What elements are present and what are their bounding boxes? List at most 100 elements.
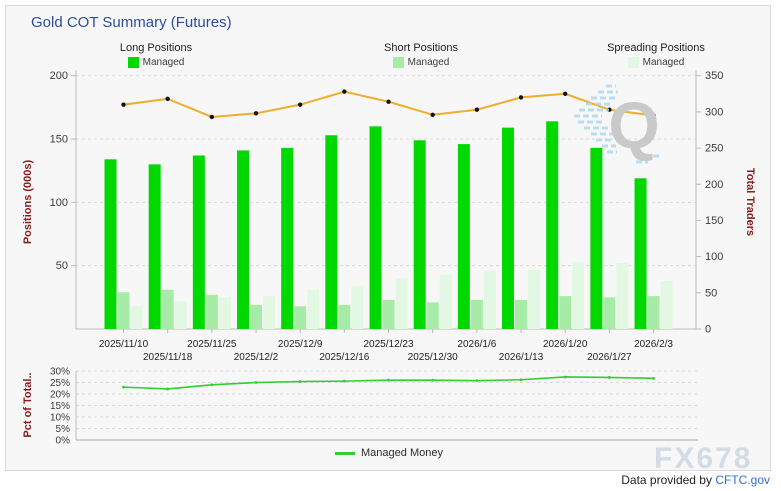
cot-summary-panel: Gold COT Summary (Futures) Long Position… (5, 5, 771, 475)
bar-managed-short (161, 289, 174, 329)
x-tick-label: 2025/12/9 (278, 339, 323, 350)
bar-managed-spreading (130, 306, 143, 329)
total-traders-marker (342, 89, 347, 94)
bar-managed-short (426, 302, 439, 329)
bar-managed-short (559, 296, 572, 329)
total-traders-marker (651, 113, 656, 118)
bar-managed-long (546, 121, 559, 329)
cot-chart-canvas: 50 100 150 200 0 50 100 150 200 250 300 350 2025/11/… (22, 70, 756, 447)
q-watermark-letter: Q (608, 88, 659, 162)
long-managed-label: Managed (142, 57, 185, 68)
total-traders-marker (121, 102, 126, 107)
total-traders-marker (165, 96, 170, 102)
legend-long-title: Long Positions (119, 42, 193, 54)
total-traders-marker (474, 107, 480, 112)
right-tick-label: 250 (705, 143, 723, 155)
bar-managed-spreading (439, 274, 452, 329)
x-tick-label: 2026/1/27 (587, 352, 632, 363)
left-tick-label: 100 (50, 197, 68, 209)
bar-managed-long (281, 147, 294, 329)
x-tick-label: 2025/12/16 (319, 352, 369, 363)
managed-money-marker (298, 380, 302, 383)
managed-money-marker (431, 378, 435, 382)
x-tick-label: 2026/1/13 (499, 352, 544, 363)
legend-short-managed: Managed (341, 57, 501, 68)
bar-managed-long (192, 155, 205, 329)
short-managed-label: Managed (407, 57, 450, 68)
bar-managed-long (502, 127, 515, 330)
data-source-note: Data provided by CFTC.gov (621, 473, 770, 487)
legend-spreading-title: Spreading Positions (607, 42, 705, 54)
managed-money-marker (122, 385, 125, 389)
x-tick-label: 2025/11/10 (99, 339, 149, 350)
legend-spreading-positions: Spreading Positions Managed (576, 42, 736, 68)
pct-tick-label: 10% (50, 413, 70, 424)
bar-managed-spreading (616, 263, 629, 329)
legend-spreading-managed: Managed (576, 57, 736, 68)
bar-managed-short (117, 292, 130, 329)
pct-tick-label: 0% (56, 436, 71, 447)
main-chart: 50 100 150 200 0 50 100 150 200 250 300 350 2025/11/… (22, 70, 756, 363)
bar-managed-short (470, 299, 483, 329)
bar-managed-long (590, 147, 603, 329)
fx678-watermark: FX678 (654, 442, 753, 475)
right-tick-label: 350 (705, 70, 723, 82)
x-tick-label: 2026/1/6 (457, 339, 496, 350)
total-traders-marker (253, 111, 259, 116)
bar-managed-long (237, 150, 250, 329)
pct-tick-label: 20% (50, 390, 70, 401)
long-managed-swatch (127, 57, 139, 68)
bar-managed-spreading (395, 278, 408, 329)
right-axis-title: Total Traders (744, 168, 756, 236)
pct-tick-label: 30% (50, 367, 70, 378)
managed-money-marker (563, 375, 567, 379)
left-axis-title: Positions (000s) (22, 159, 34, 244)
data-source-prefix: Data provided by (621, 473, 716, 487)
bar-managed-short (515, 299, 528, 329)
q-watermark: Q (574, 84, 660, 164)
x-tick-label: 2025/11/25 (187, 339, 237, 350)
bar-managed-spreading (174, 301, 187, 329)
x-tick-label: 2026/2/3 (634, 339, 673, 350)
bar-managed-short (647, 296, 660, 329)
bar-managed-spreading (528, 269, 541, 329)
managed-money-marker (342, 379, 346, 383)
legend-long-managed: Managed (76, 57, 236, 68)
pct-axis-title: Pct of Total.. (22, 372, 34, 437)
right-tick-label: 100 (705, 251, 723, 263)
bar-managed-long (148, 164, 161, 329)
left-tick-label: 200 (50, 70, 68, 82)
managed-money-marker (607, 376, 611, 379)
total-traders-marker (386, 99, 391, 104)
legend-short-title: Short Positions (384, 42, 458, 54)
bar-managed-spreading (307, 289, 320, 329)
bar-managed-spreading (572, 261, 585, 329)
pct-tick-label: 5% (56, 424, 71, 435)
bar-managed-short (382, 299, 395, 329)
managed-money-marker (475, 379, 479, 383)
managed-money-marker (652, 376, 655, 380)
x-tick-label: 2026/1/20 (543, 339, 588, 350)
bar-managed-spreading (660, 280, 673, 329)
left-tick-label: 50 (56, 260, 68, 272)
x-tick-label: 2025/12/30 (408, 352, 458, 363)
short-managed-swatch (392, 57, 404, 68)
bar-managed-short (338, 304, 351, 329)
bar-managed-short (250, 304, 263, 329)
legend-short-positions: Short Positions Managed (341, 42, 501, 68)
managed-money-marker (254, 381, 258, 384)
managed-money-label: Managed Money (361, 447, 443, 459)
cftc-link[interactable]: CFTC.gov (715, 473, 770, 487)
bar-managed-short (603, 297, 616, 329)
total-traders-marker (209, 114, 215, 120)
spreading-managed-label: Managed (642, 57, 685, 68)
right-tick-label: 300 (705, 106, 723, 118)
spreading-managed-swatch (627, 57, 639, 68)
bar-managed-spreading (351, 285, 364, 329)
bar-managed-long (457, 144, 470, 329)
bar-managed-short (205, 294, 218, 329)
right-tick-label: 150 (705, 215, 723, 227)
right-tick-label: 50 (705, 287, 717, 299)
x-tick-label: 2025/11/18 (143, 352, 193, 363)
bar-managed-spreading (263, 296, 276, 329)
